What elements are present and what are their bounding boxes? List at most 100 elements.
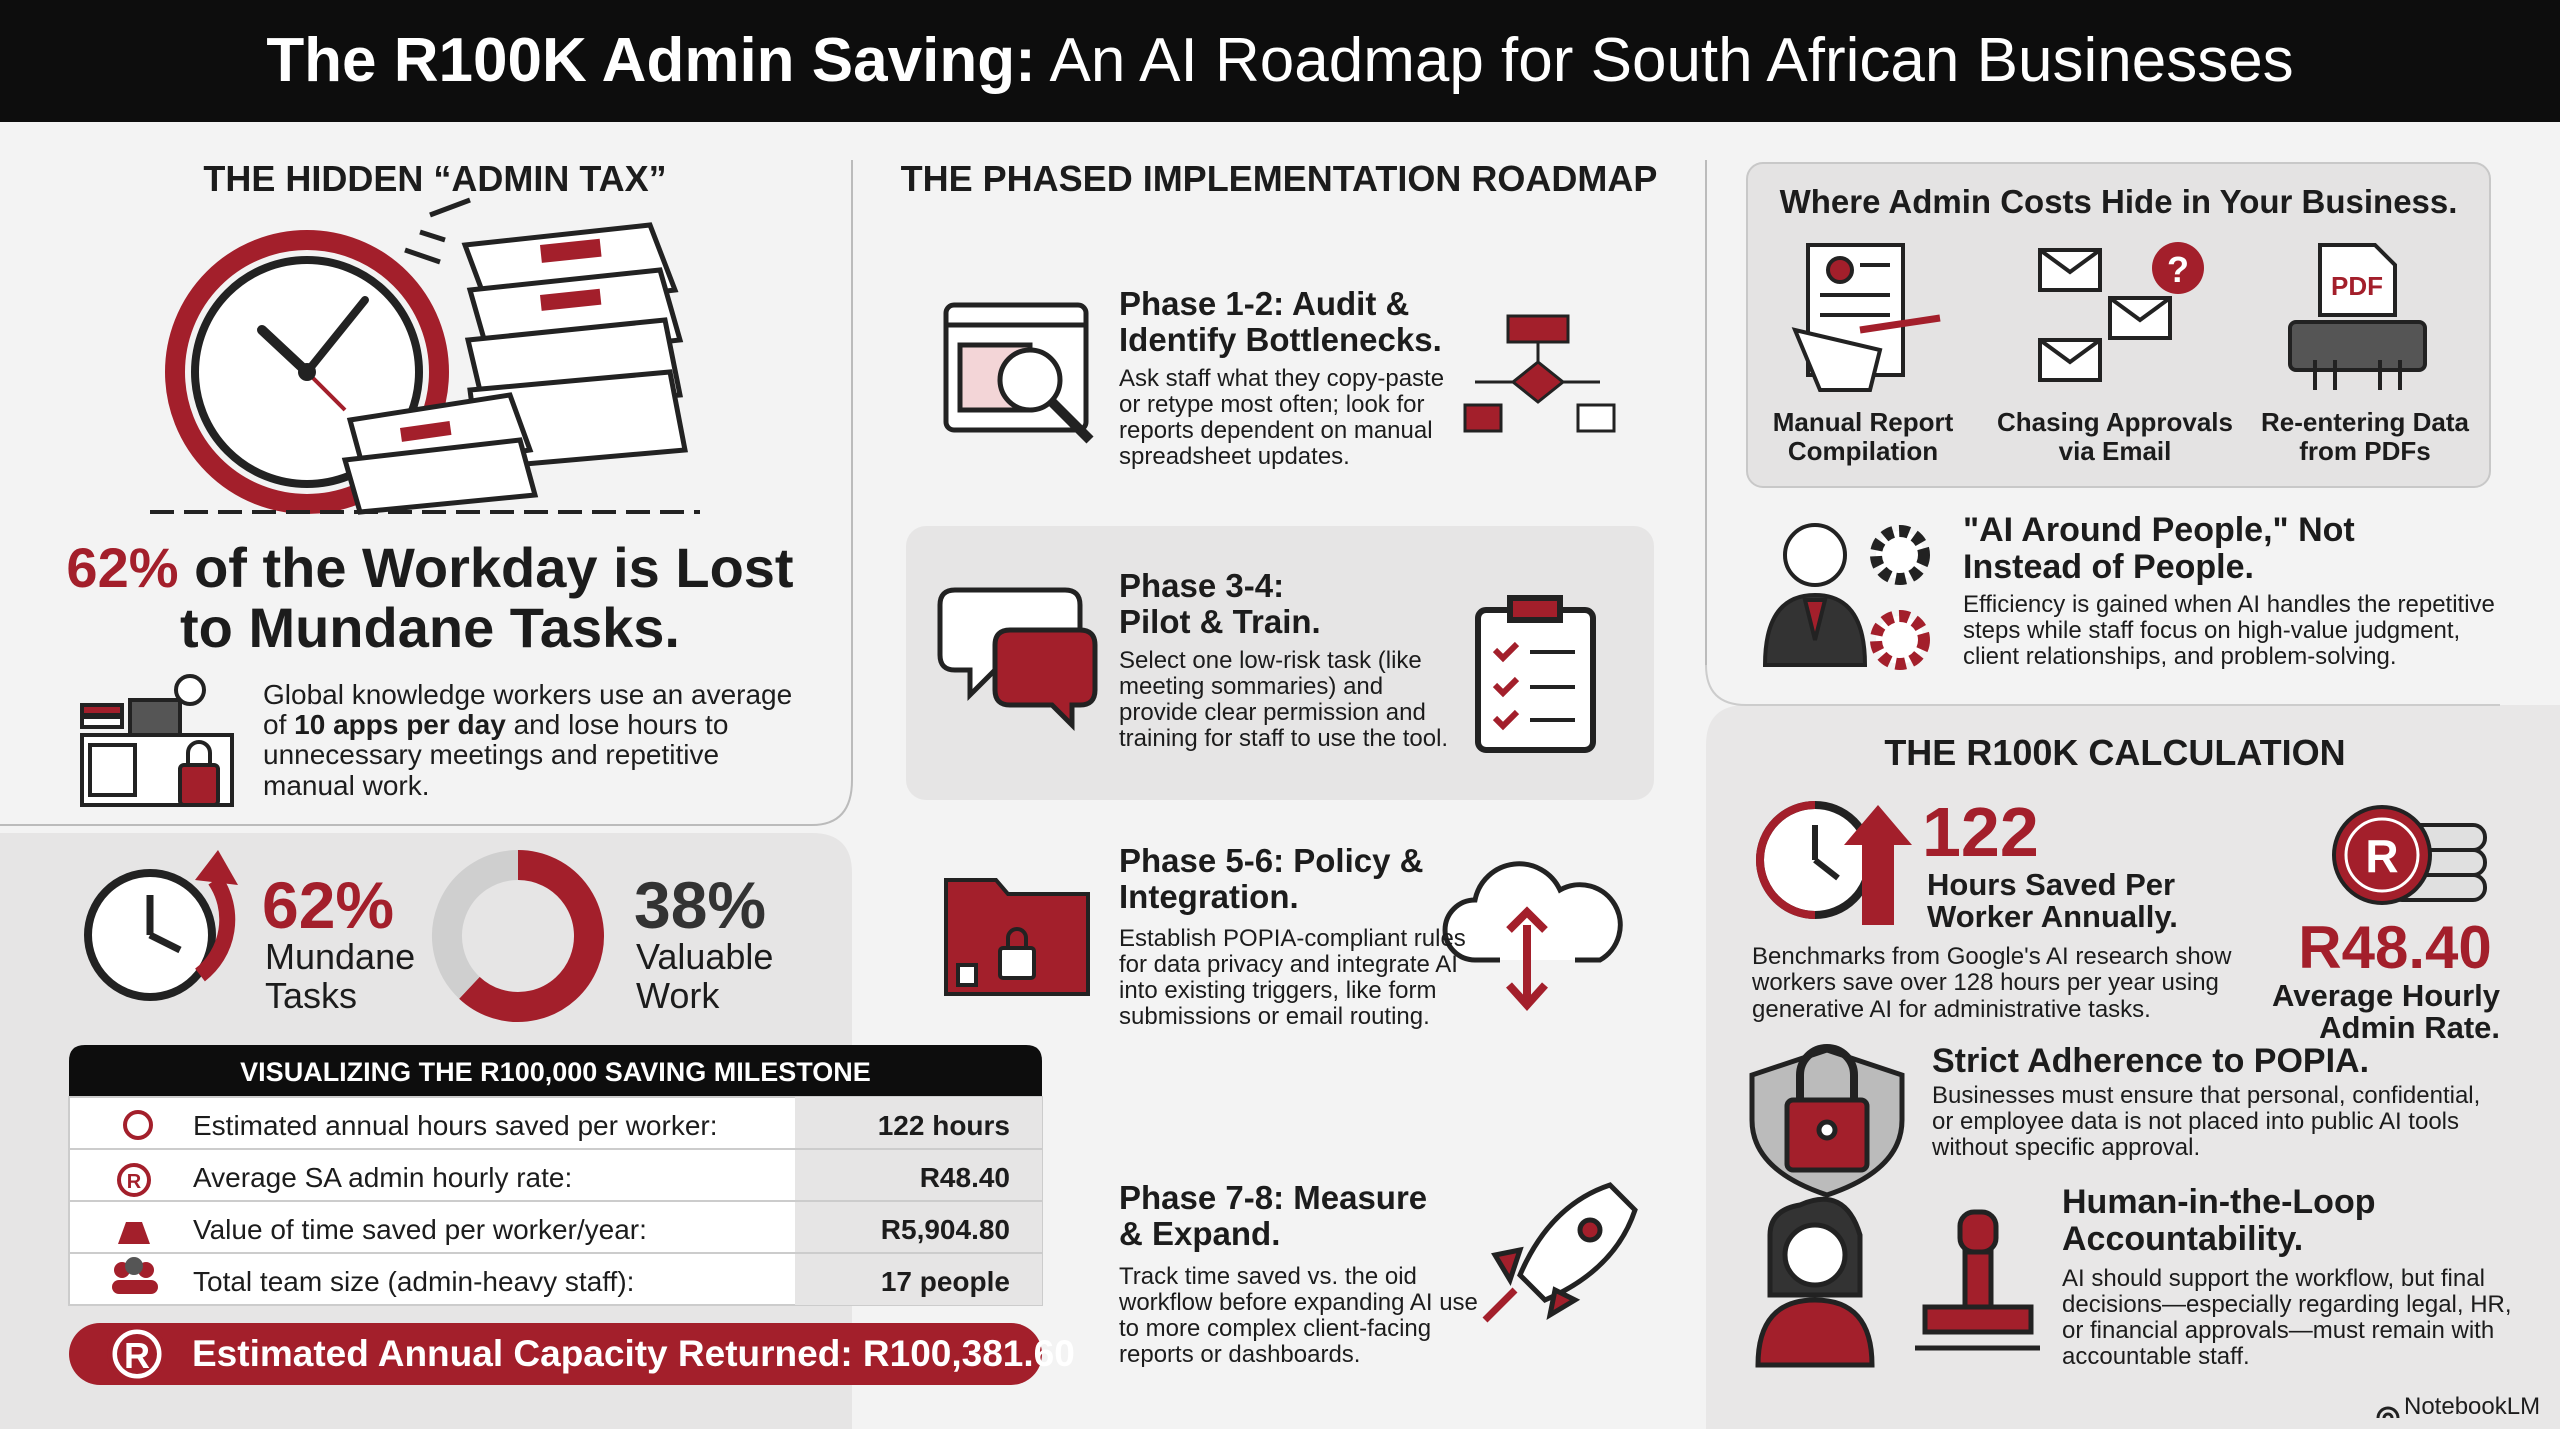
shape [1517,1182,1638,1303]
human-stamp-icon [1755,1196,2040,1368]
phase-description: Ask staff what they copy-paste or retype… [1119,365,1445,470]
shape [165,230,449,514]
phase-box [906,526,1654,800]
folder-icon [944,878,1090,996]
shape [69,1323,1042,1385]
hours-label: Hours Saved Per Worker Annually. [1927,867,2178,934]
phase-description: Track time saved vs. the oid workflow be… [1119,1263,1478,1368]
shape [1756,801,1816,919]
shape [128,698,182,737]
audit-icon [943,302,1094,444]
shape [400,238,602,442]
flow-icon [1463,314,1616,433]
text: Global knowledge workers use an average … [263,679,793,741]
split-name: Mundane Tasks [265,936,416,1016]
shape [186,740,212,765]
row-label: Estimated annual hours saved per worker: [193,1110,718,1141]
row-symbol: R [127,1171,142,1193]
shape [2152,242,2204,294]
shape [69,1045,1042,1097]
pdf-label: PDF [2331,271,2383,301]
split-percent: 38% [634,868,767,942]
table-total: Estimated Annual Capacity Returned: R100… [192,1333,1075,1374]
popia-description: Businesses must ensure that personal, co… [1932,1082,2481,1161]
shape [117,1334,157,1374]
shape [1006,927,1028,948]
text: and lose hours to unnecessary meetings a… [263,709,729,801]
table-title: VISUALIZING THE R100,000 SAVING MILESTON… [240,1057,871,1087]
shape [125,1257,143,1275]
shape [88,743,137,797]
shape [118,1222,150,1244]
shape [998,946,1036,980]
shape [2332,805,2432,905]
desk-icon [80,674,234,807]
hours-icon [1756,801,1912,925]
shape [1492,641,1520,731]
row-value: R5,904.80 [880,1214,1010,1245]
shape [1506,314,1570,344]
shape [1463,403,1503,433]
quote-description: Efficiency is gained when AI handles the… [1963,591,2495,670]
email-icon: ? [2038,242,2204,382]
shape [1813,857,1840,881]
pill-symbol: R [124,1335,150,1376]
cost-label: Chasing Approvals via Email [1997,407,2233,467]
donut-segment [432,850,519,999]
shape [298,363,316,381]
shape [1482,1287,1518,1323]
mundane-clock-icon [84,850,238,1001]
shape [1492,641,1520,731]
shape [80,703,124,717]
benchmark: Benchmarks from Google's AI research sho… [1752,943,2232,1023]
shape [1510,360,1566,404]
section-heading: THE PHASED IMPLEMENTATION ROADMAP [900,158,1658,199]
split-donut [432,850,604,1022]
shape [1048,398,1094,444]
phase-title: Phase 3-4: Pilot & Train. [1119,567,1321,641]
title: The R100K Admin Saving: An AI Roadmap fo… [0,27,2560,95]
shape [1859,314,1941,334]
shield-lock-icon [1749,1044,1905,1198]
shape [1442,861,1623,963]
question-mark: ? [2167,249,2189,290]
shape [1783,523,1847,587]
report-icon [1791,243,1941,392]
split-percent: 62% [262,868,395,942]
shape [194,875,236,982]
shape [540,288,602,311]
shape [303,296,369,376]
header-bar [0,0,2560,122]
row-label: Average SA admin hourly rate: [193,1162,573,1193]
coin-icon: R [2332,805,2487,905]
split-name: Valuable Work [636,936,774,1016]
divider [1705,664,2500,706]
coin-symbol: R [2365,830,2398,882]
shape [1530,650,1575,722]
phase-title: Phase 1-2: Audit & Identify Bottlenecks. [1119,285,1442,359]
box-title: Where Admin Costs Hide in Your Business. [1779,183,2458,220]
phase-description: Select one low-risk task (like meeting s… [1119,647,1449,752]
shape [1826,256,1854,284]
shape [2344,817,2420,893]
shape [1957,1209,1999,1255]
cost-label: Manual Report Compilation [1772,407,1954,467]
shape [1802,598,1828,641]
shape [1507,595,1563,623]
shape [1922,1304,2034,1335]
shape [1791,327,1883,392]
quote-title: "AI Around People," Not Instead of Peopl… [1963,511,2355,587]
pdf-keyboard-icon: PDF [2288,243,2427,390]
phase-title: Phase 7-8: Measure & Expand. [1119,1179,1428,1253]
shape [1755,1297,1875,1368]
shape [341,437,539,515]
headline-percent: 62% [66,536,179,599]
shape [1577,1217,1603,1243]
shape [1506,906,1548,1011]
shape [540,238,602,263]
shape [174,674,206,706]
shape [2313,360,2402,390]
headline-rest: of the Workday is Lost to Mundane Tasks. [180,536,794,659]
